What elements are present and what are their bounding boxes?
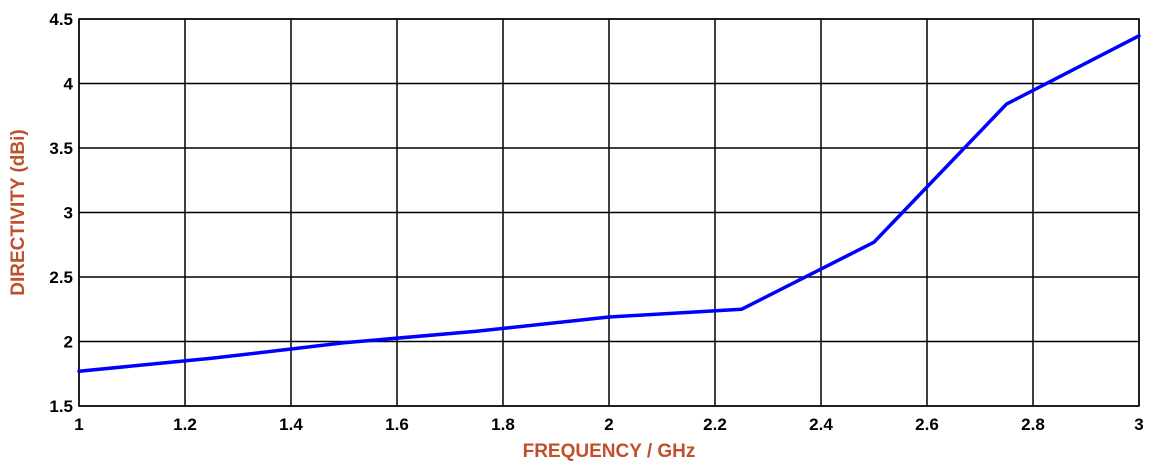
y-tick-label: 4.5: [49, 10, 73, 29]
x-tick-label: 2.6: [915, 415, 939, 434]
y-tick-label: 2: [64, 333, 73, 352]
x-axis-ticks: 1 1.2 1.4 1.6 1.8 2 2.2 2.4 2.6 2.8 3: [74, 415, 1143, 434]
x-tick-label: 1.6: [385, 415, 409, 434]
x-tick-label: 1: [74, 415, 83, 434]
y-tick-label: 3.5: [49, 139, 73, 158]
y-tick-label: 2.5: [49, 268, 73, 287]
x-tick-label: 2: [604, 415, 613, 434]
y-axis-ticks: 1.5 2 2.5 3 3.5 4 4.5: [49, 10, 73, 416]
x-tick-label: 1.2: [173, 415, 197, 434]
y-tick-label: 4: [64, 75, 74, 94]
x-tick-label: 2.4: [809, 415, 833, 434]
x-tick-label: 1.8: [491, 415, 515, 434]
x-tick-label: 1.4: [279, 415, 303, 434]
plot-frame: [78, 18, 1140, 407]
x-tick-label: 2.2: [703, 415, 727, 434]
y-axis-title: DIRECTIVITY (dBi): [8, 129, 29, 295]
x-tick-label: 2.8: [1021, 415, 1045, 434]
series-layer: [77, 34, 1141, 373]
y-tick-label: 1.5: [49, 397, 73, 416]
x-tick-label: 3: [1134, 415, 1143, 434]
x-axis-title: FREQUENCY / GHz: [523, 441, 696, 462]
grid: [78, 18, 1140, 407]
y-tick-label: 3: [64, 204, 73, 223]
series-line: [77, 34, 1141, 373]
